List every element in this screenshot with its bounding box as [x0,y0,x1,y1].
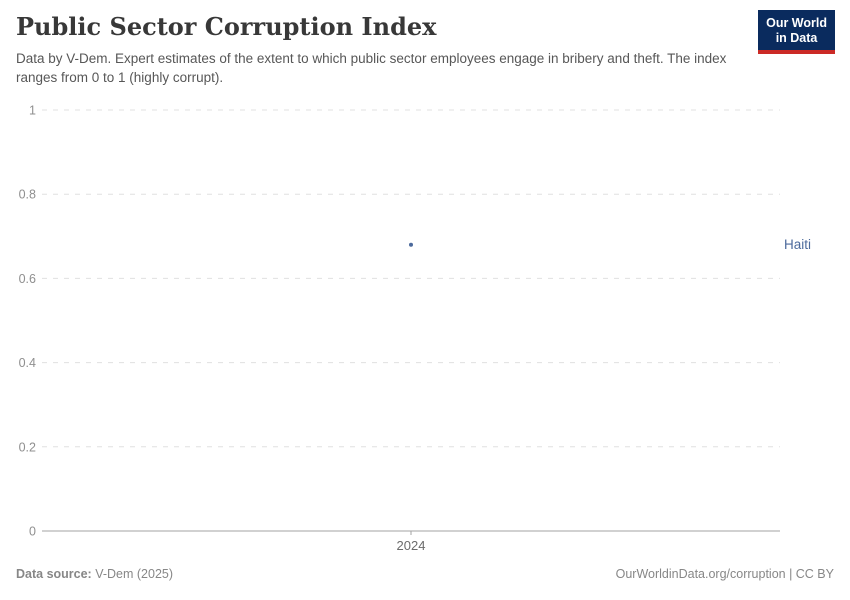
license-note[interactable]: OurWorldinData.org/corruption | CC BY [615,567,834,581]
data-source-value: V-Dem (2025) [95,567,174,581]
data-source-label: Data source: [16,567,92,581]
owid-logo-line1: Our World [766,16,827,30]
y-axis-tick-label: 0.2 [19,440,36,454]
y-axis-tick-label: 1 [29,104,36,118]
chart-footer: Data source: V-Dem (2025) OurWorldinData… [16,567,834,581]
chart-title: Public Sector Corruption Index [16,12,437,41]
data-point-haiti[interactable] [409,242,413,247]
owid-logo-line2: in Data [775,31,818,45]
chart-subtitle: Data by V-Dem. Expert estimates of the e… [16,51,727,85]
y-axis-tick-label: 0.4 [19,356,36,370]
y-axis-tick-label: 0.8 [19,188,36,202]
entity-label-haiti[interactable]: Haiti [784,237,811,252]
data-source-note: Data source: V-Dem (2025) [16,567,173,581]
chart-header: Public Sector Corruption Index Data by V… [16,12,756,87]
y-axis-tick-label: 0.6 [19,272,36,286]
owid-logo[interactable]: Our World in Data [758,10,835,54]
x-axis-tick-label: 2024 [397,538,426,553]
y-axis-tick-label: 0 [29,525,36,539]
